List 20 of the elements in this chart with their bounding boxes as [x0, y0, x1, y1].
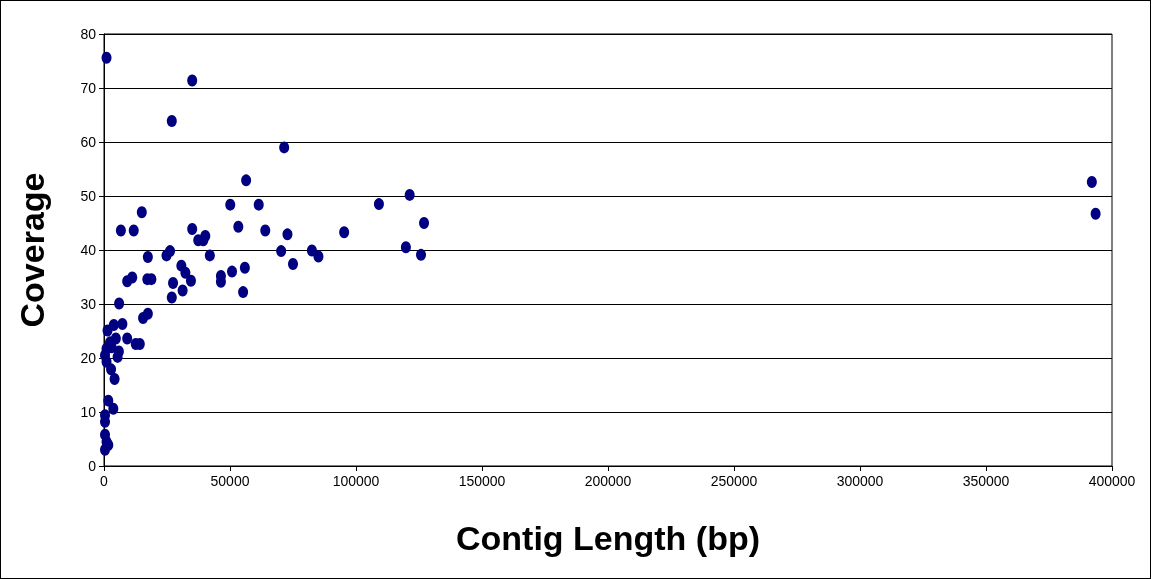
x-tick-label: 300000: [836, 473, 884, 489]
y-tick-label: 60: [80, 134, 97, 150]
y-tick-label: 40: [80, 242, 97, 258]
x-axis-title: Contig Length (bp): [455, 519, 761, 557]
y-tick-label: 10: [80, 404, 97, 420]
x-tick-label: 50000: [210, 473, 250, 489]
y-tick-label: 70: [80, 80, 97, 96]
y-tick-label: 30: [80, 296, 97, 312]
x-tick-label: 350000: [962, 473, 1010, 489]
y-axis-title: Coverage: [13, 172, 51, 328]
y-tick-label: 50: [80, 188, 97, 204]
x-tick-label: 250000: [710, 473, 758, 489]
y-tick-label: 80: [80, 26, 97, 42]
x-tick-label: 400000: [1088, 473, 1136, 489]
x-tick-label: 150000: [458, 473, 506, 489]
x-tick-label: 200000: [584, 473, 632, 489]
y-tick-label: 20: [80, 350, 97, 366]
y-tick-label: 0: [88, 458, 97, 474]
x-tick-label: 100000: [332, 473, 380, 489]
x-tick-label: 0: [100, 473, 109, 489]
